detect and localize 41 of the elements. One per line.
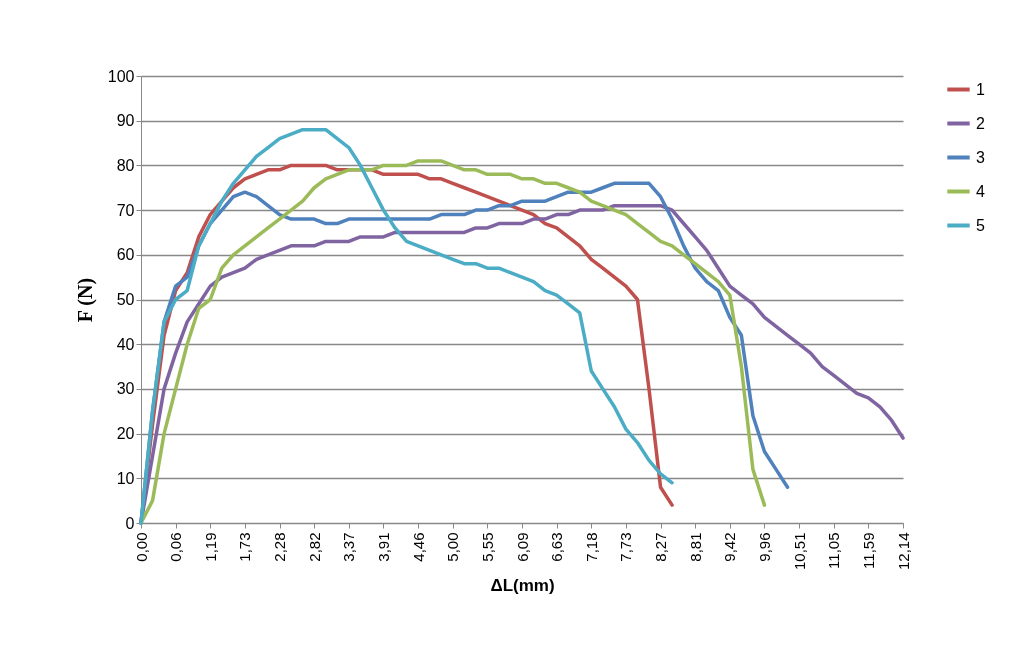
- x-tick-label: 7,18: [582, 532, 600, 562]
- y-tick-label: 60: [116, 246, 135, 264]
- x-tick-label: 12,14: [894, 532, 912, 571]
- x-tick-label: 11,59: [859, 532, 877, 569]
- x-tick-label: 5,00: [444, 532, 462, 562]
- x-tick-label: 1,73: [236, 532, 254, 562]
- y-axis-title: F (N): [73, 277, 97, 323]
- x-tick-label: 0,06: [167, 532, 185, 562]
- x-axis-title: ΔL(mm): [490, 576, 555, 596]
- legend-label: 3: [976, 148, 985, 166]
- legend-label: 2: [976, 114, 985, 132]
- x-tick-label: 0,00: [132, 532, 150, 562]
- x-tick-label: 6,09: [513, 532, 531, 562]
- x-tick-label: 2,82: [305, 532, 323, 562]
- y-tick-label: 20: [116, 425, 135, 443]
- y-tick-label: 50: [116, 291, 135, 308]
- x-tick-label: 9,42: [721, 532, 739, 562]
- y-tick-label: 100: [107, 67, 135, 85]
- y-tick-label: 90: [116, 112, 135, 130]
- y-tick-label: 10: [116, 469, 135, 487]
- legend-label: 4: [976, 182, 985, 200]
- x-tick-label: 4,46: [409, 532, 427, 562]
- y-tick-label: 0: [125, 514, 135, 532]
- y-tick-label: 30: [116, 380, 135, 398]
- y-tick-label: 40: [116, 335, 135, 353]
- legend-label: 1: [976, 80, 985, 98]
- x-tick-label: 1,19: [201, 532, 219, 562]
- x-tick-label: 3,91: [374, 532, 392, 562]
- x-tick-label: 10,51: [790, 532, 808, 571]
- y-tick-label: 70: [116, 201, 135, 219]
- x-tick-label: 6,63: [548, 532, 566, 562]
- x-tick-label: 2,28: [271, 532, 289, 562]
- x-tick-label: 3,37: [340, 532, 358, 562]
- x-tick-label: 7,73: [617, 532, 635, 562]
- x-tick-label: 9,96: [755, 532, 773, 562]
- x-tick-label: 8,27: [652, 532, 670, 562]
- y-tick-label: 80: [116, 156, 135, 174]
- legend-label: 5: [976, 216, 985, 234]
- x-tick-label: 8,81: [686, 532, 704, 562]
- x-tick-label: 5,55: [478, 532, 496, 562]
- x-tick-label: 11,05: [825, 532, 843, 569]
